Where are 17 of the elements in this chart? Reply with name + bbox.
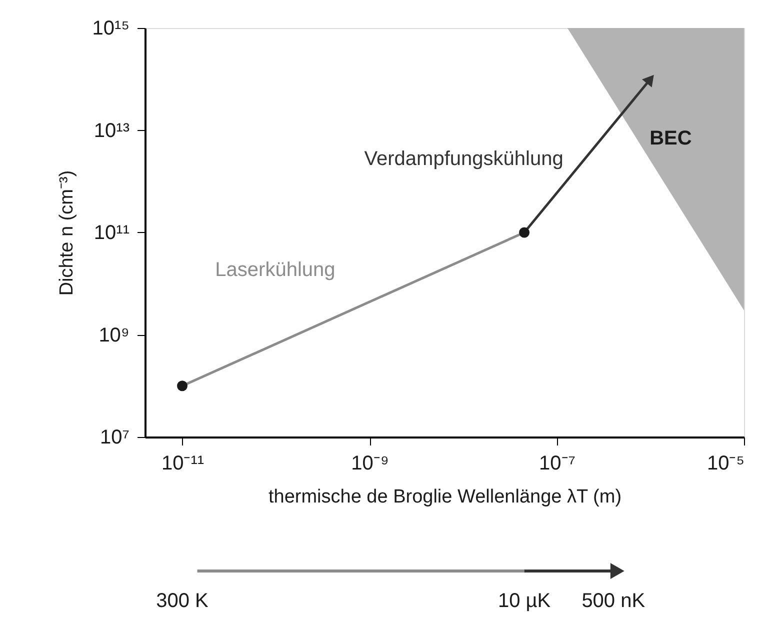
y-tick-label: 10¹³ [94, 120, 130, 142]
series-label: Laserkühlung [215, 259, 336, 282]
x-axis-title: thermische de Broglie Wellenlänge λT (m) [268, 486, 622, 508]
x-tick-label: 10⁻⁵ [706, 452, 744, 474]
y-tick-label: 10⁹ [98, 324, 130, 346]
y-axis-title: Dichte n (cm⁻³) [56, 170, 78, 296]
x-tick-label: 10⁻⁹ [351, 452, 389, 474]
y-tick-label: 10¹¹ [94, 222, 130, 244]
y-tick-label: 10¹⁵ [92, 18, 130, 40]
y-tick-label: 10⁷ [100, 426, 130, 448]
x-tick-label: 10⁻¹¹ [161, 452, 204, 474]
series-label: Verdampfungskühlung [364, 148, 564, 170]
text: 300 K [156, 590, 210, 612]
text: 10 µK [498, 590, 552, 612]
text: 500 nK [582, 590, 646, 612]
series-label: BEC [650, 128, 692, 150]
x-tick-label: 10⁻⁷ [539, 452, 576, 474]
